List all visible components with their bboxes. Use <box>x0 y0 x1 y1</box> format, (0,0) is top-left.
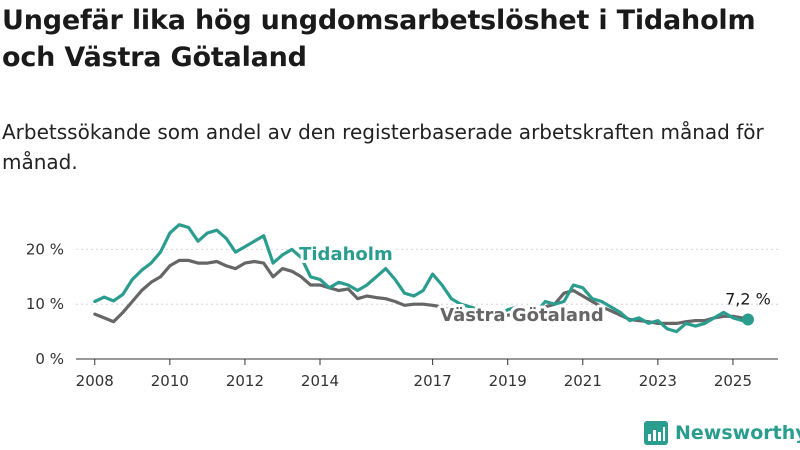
x-tick-label: 2019 <box>489 372 527 390</box>
x-tick-label: 2010 <box>151 372 189 390</box>
x-tick-label: 2008 <box>76 372 114 390</box>
x-tick-label: 2012 <box>226 372 264 390</box>
series-label-tidaholm: Tidaholm <box>299 244 393 265</box>
chart-subtitle: Arbetssökande som andel av den registerb… <box>2 120 764 174</box>
brand-logo: Newsworthy <box>644 420 800 446</box>
brand-name: Newsworthy <box>675 422 800 444</box>
series-line-tidaholm <box>93 223 750 334</box>
x-tick-label: 2014 <box>301 372 339 390</box>
chart-title: Ungefär lika hög ungdomsarbetslöshet i T… <box>2 5 756 73</box>
y-tick-label: 10 % <box>26 295 64 313</box>
x-tick-label: 2023 <box>639 372 677 390</box>
y-tick-label: 20 % <box>26 240 64 258</box>
y-tick-label: 0 % <box>35 350 64 368</box>
newsworthy-logo-icon <box>644 421 668 445</box>
x-tick-label: 2025 <box>714 372 752 390</box>
series-label-vastra-gotaland: Västra Götaland <box>440 305 604 326</box>
x-tick-label: 2021 <box>564 372 602 390</box>
x-tick-label: 2017 <box>414 372 452 390</box>
end-value-label: 7,2 % <box>725 290 771 309</box>
end-point-marker <box>741 313 754 326</box>
